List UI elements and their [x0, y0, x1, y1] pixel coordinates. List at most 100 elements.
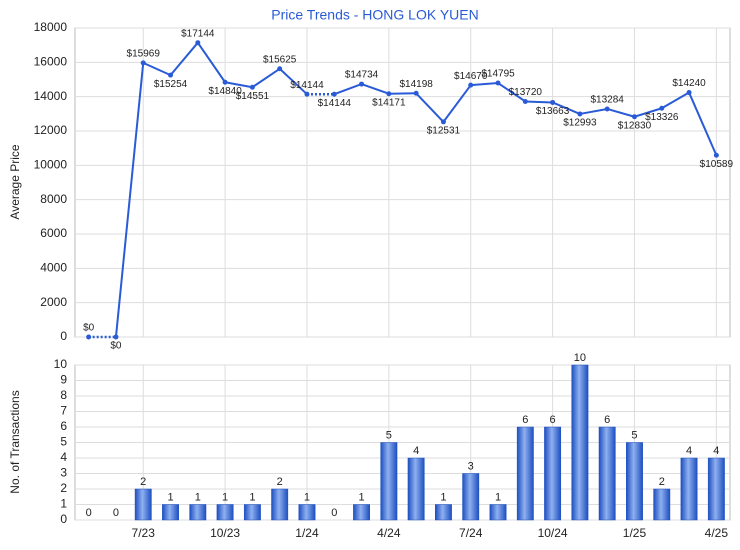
bar [544, 426, 562, 521]
data-point [277, 66, 283, 72]
y-tick-label: 18000 [34, 20, 68, 34]
data-point [86, 334, 92, 340]
y-tick-label: 8 [60, 388, 67, 402]
y-tick-label: 10 [54, 357, 68, 371]
line-segment [470, 82, 499, 87]
line-segment [661, 91, 690, 110]
line-segment [333, 83, 362, 96]
y-tick-label: 4000 [40, 261, 67, 275]
y-tick-label: 0 [60, 329, 67, 343]
y-axis-label: No. of Transactions [8, 390, 22, 493]
data-point [304, 91, 310, 97]
data-label: $15625 [263, 54, 297, 65]
data-label: $14795 [481, 69, 515, 80]
data-label: 1 [495, 491, 501, 503]
y-tick-label: 6000 [40, 226, 67, 240]
data-label: 2 [277, 476, 283, 488]
data-label: 5 [631, 429, 637, 441]
data-point [577, 111, 583, 117]
data-point [331, 91, 337, 97]
bar [653, 488, 671, 521]
bar [134, 488, 152, 521]
bar [435, 504, 452, 521]
line-segment [361, 83, 390, 95]
x-tick-label: 7/24 [459, 526, 483, 540]
data-label: 10 [574, 352, 586, 364]
data-label: $15254 [154, 79, 188, 90]
data-point [359, 81, 365, 87]
data-point [140, 60, 146, 66]
data-point [440, 119, 446, 125]
data-point [222, 79, 228, 85]
bar [162, 504, 179, 521]
line-segment [688, 92, 718, 156]
data-label: $13720 [509, 87, 543, 98]
data-label: 0 [331, 507, 337, 519]
data-label: $15969 [127, 49, 161, 60]
data-label: $13326 [645, 112, 679, 123]
x-tick-label: 1/24 [295, 526, 319, 540]
data-label: $14171 [372, 97, 406, 108]
data-label: 0 [113, 507, 119, 519]
y-tick-label: 5 [60, 435, 67, 449]
data-label: $14551 [236, 91, 270, 102]
chart-title: Price Trends - HONG LOK YUEN [271, 7, 478, 23]
y-tick-label: 9 [60, 373, 67, 387]
x-tick-label: 7/23 [132, 526, 156, 540]
bar [489, 504, 507, 521]
data-point [550, 99, 556, 105]
bar [571, 364, 589, 521]
line-segment [442, 84, 472, 123]
x-tick-label: 4/25 [705, 526, 729, 540]
line-segment [415, 92, 445, 123]
data-label: $14840 [208, 86, 242, 97]
data-label: 1 [304, 491, 310, 503]
data-label: 3 [468, 460, 474, 472]
y-tick-label: 14000 [34, 89, 68, 103]
y-axis-label: Average Price [8, 144, 22, 219]
bar [462, 473, 480, 521]
data-label: $0 [110, 341, 122, 352]
bar [216, 504, 234, 521]
data-point [522, 98, 528, 104]
data-label: $13663 [536, 106, 570, 117]
bar [243, 504, 261, 521]
data-point [604, 106, 610, 112]
line-segment [579, 107, 608, 115]
y-tick-label: 12000 [34, 123, 68, 137]
bar [380, 442, 398, 521]
data-label: $12830 [618, 120, 652, 131]
data-label: 1 [359, 491, 365, 503]
plot-area [74, 27, 731, 338]
line-segment [169, 42, 199, 76]
data-point [495, 80, 501, 86]
bar [516, 426, 534, 521]
bar [407, 457, 425, 521]
data-label: 6 [604, 414, 610, 426]
line-segment [196, 42, 226, 83]
data-label: $14734 [345, 70, 379, 81]
data-point [195, 40, 201, 46]
y-tick-label: 6 [60, 419, 67, 433]
data-point [468, 82, 474, 88]
bar [707, 457, 725, 521]
bar [353, 504, 370, 521]
x-tick-label: 10/23 [210, 526, 240, 540]
data-label: 1 [195, 491, 201, 503]
data-label: 6 [522, 414, 528, 426]
data-label: 1 [249, 491, 255, 503]
bar [189, 504, 207, 521]
data-label: 1 [440, 491, 446, 503]
bar [598, 426, 616, 521]
y-tick-label: 4 [60, 450, 67, 464]
data-label: $12993 [563, 118, 597, 129]
bar [271, 488, 289, 521]
data-label: 4 [413, 445, 419, 457]
data-point [168, 72, 174, 78]
x-tick-label: 1/25 [623, 526, 647, 540]
y-tick-label: 8000 [40, 192, 67, 206]
line-segment [142, 61, 171, 77]
data-point [413, 90, 419, 96]
data-label: $13284 [591, 95, 625, 106]
